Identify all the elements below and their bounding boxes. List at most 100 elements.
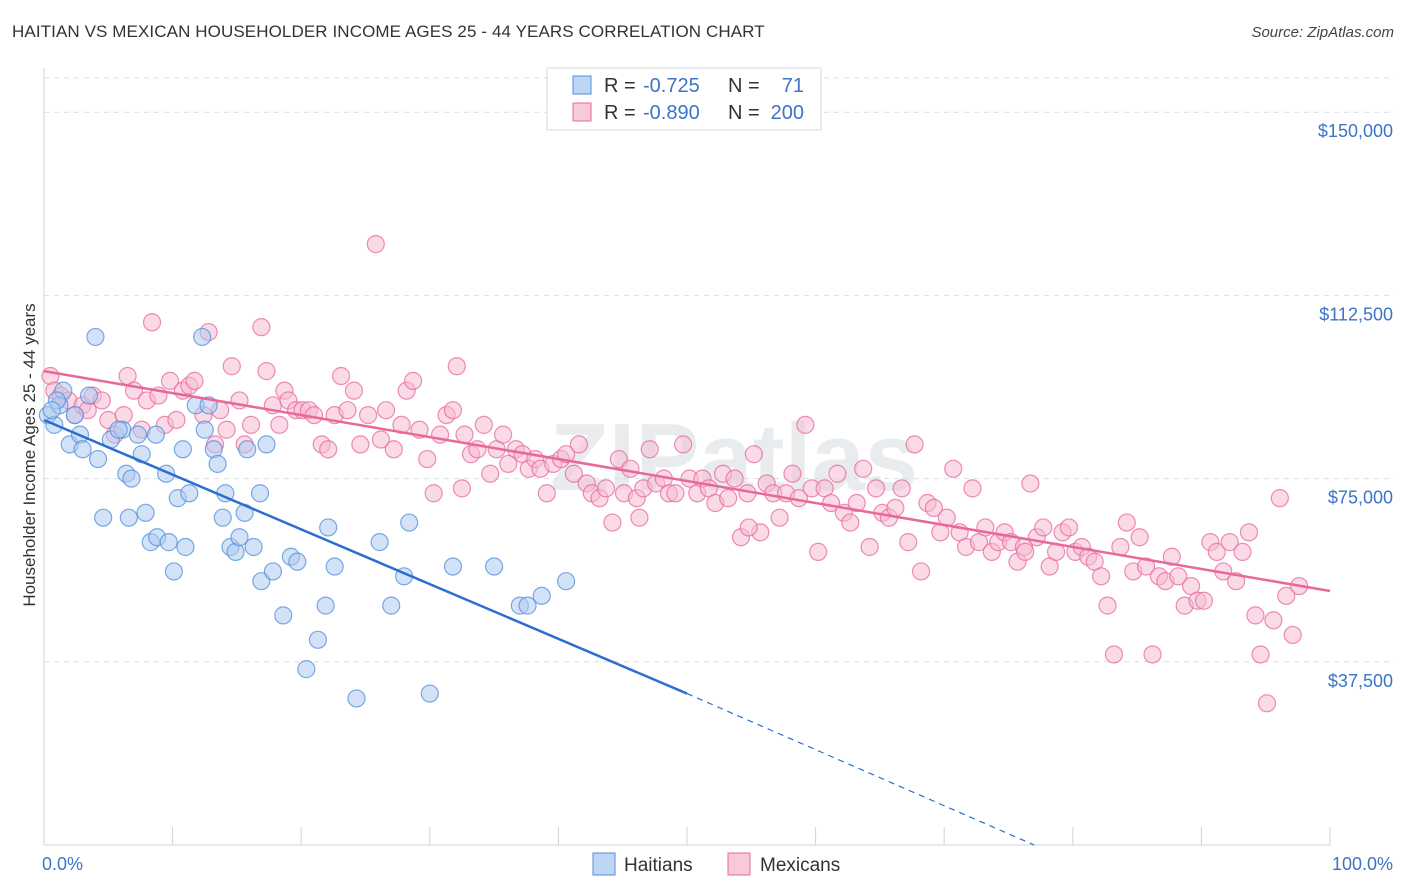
mexican-point-34 bbox=[257, 362, 276, 381]
haitian-point-7 bbox=[88, 449, 108, 469]
mexican-point-172 bbox=[1143, 645, 1162, 664]
mexican-point-52 bbox=[371, 430, 391, 449]
mexican-point-60 bbox=[424, 484, 443, 503]
mexican-point-64 bbox=[447, 357, 466, 376]
mexican-point-184 bbox=[1220, 533, 1239, 552]
haitian-point-37 bbox=[230, 528, 249, 547]
mexican-point-168 bbox=[1117, 513, 1136, 532]
mexican-point-127 bbox=[854, 459, 873, 478]
mexican-point-136 bbox=[911, 562, 931, 581]
mexican-point-50 bbox=[358, 405, 378, 425]
legend-swatch-0 bbox=[572, 75, 592, 95]
mexican-point-141 bbox=[944, 459, 963, 478]
legend-box bbox=[546, 67, 822, 131]
mexican-point-89 bbox=[609, 449, 628, 469]
mexican-point-106 bbox=[719, 489, 738, 508]
mexican-point-128 bbox=[860, 537, 879, 557]
mexican-point-123 bbox=[828, 464, 847, 483]
haitians-trend-extension bbox=[686, 693, 1035, 846]
mexican-point-190 bbox=[1257, 694, 1277, 713]
bottom-legend-swatch-0 bbox=[592, 852, 616, 876]
mexican-point-159 bbox=[1059, 518, 1079, 537]
haitian-point-12 bbox=[119, 508, 138, 527]
legend-n-value-1: 200 bbox=[771, 102, 804, 124]
haitian-point-63 bbox=[532, 586, 551, 605]
mexican-point-180 bbox=[1194, 591, 1214, 610]
haitian-point-24 bbox=[173, 440, 192, 459]
legend: R = -0.725 N = 71 R = -0.890 N = 200 bbox=[546, 67, 822, 131]
mexican-point-94 bbox=[640, 440, 659, 459]
haitian-point-70 bbox=[42, 401, 61, 420]
mexican-point-164 bbox=[1091, 567, 1111, 586]
haitian-point-8 bbox=[94, 508, 113, 527]
mexican-point-188 bbox=[1246, 606, 1265, 625]
haitian-point-58 bbox=[420, 684, 439, 703]
mexican-point-129 bbox=[866, 479, 886, 498]
haitian-point-60 bbox=[485, 557, 504, 576]
y-tick-label-2: $112,500 bbox=[1319, 304, 1393, 324]
haitian-point-28 bbox=[193, 327, 212, 347]
mexican-point-59 bbox=[418, 449, 437, 469]
mexican-point-182 bbox=[1207, 542, 1226, 561]
mexican-point-191 bbox=[1264, 611, 1283, 630]
haitian-point-51 bbox=[319, 518, 338, 537]
mexican-point-88 bbox=[603, 513, 622, 532]
y-tick-label-1: $75,000 bbox=[1328, 488, 1393, 508]
mexican-point-28 bbox=[217, 420, 236, 439]
legend-r-value-0: -0.725 bbox=[643, 75, 700, 97]
mexican-point-33 bbox=[252, 318, 271, 337]
mexican-point-132 bbox=[886, 498, 905, 518]
haitian-point-55 bbox=[382, 596, 401, 615]
mexican-point-133 bbox=[892, 479, 911, 498]
mexican-point-126 bbox=[847, 493, 866, 513]
chart-title: HAITIAN VS MEXICAN HOUSEHOLDER INCOME AG… bbox=[12, 22, 765, 41]
mexican-point-98 bbox=[666, 484, 685, 503]
mexican-point-134 bbox=[899, 533, 918, 552]
haitian-point-50 bbox=[316, 596, 335, 615]
mexican-point-57 bbox=[403, 371, 423, 390]
haitian-point-6 bbox=[79, 386, 99, 405]
mexican-point-116 bbox=[783, 464, 802, 483]
mexican-point-197 bbox=[630, 508, 649, 527]
mexican-point-82 bbox=[564, 464, 583, 483]
mexican-point-48 bbox=[344, 381, 364, 400]
mexican-point-51 bbox=[366, 235, 385, 254]
mexican-point-120 bbox=[809, 542, 828, 561]
haitian-point-26 bbox=[180, 484, 199, 503]
mexican-point-20 bbox=[167, 410, 186, 430]
haitian-point-15 bbox=[128, 425, 147, 444]
grid-lines bbox=[44, 77, 1395, 663]
mexican-point-187 bbox=[1239, 523, 1259, 542]
haitian-point-39 bbox=[238, 440, 257, 459]
bottom-legend-swatch-1 bbox=[727, 852, 751, 876]
mexican-point-155 bbox=[1034, 518, 1053, 537]
mexican-point-165 bbox=[1098, 596, 1117, 615]
mexican-point-36 bbox=[270, 415, 289, 434]
mexican-point-19 bbox=[160, 371, 180, 390]
haitian-point-32 bbox=[208, 454, 227, 474]
haitian-point-54 bbox=[370, 533, 389, 552]
mexican-point-114 bbox=[770, 508, 789, 527]
mexican-point-49 bbox=[351, 435, 370, 454]
haitians-trend-line bbox=[43, 418, 688, 695]
mexican-point-110 bbox=[744, 445, 763, 464]
mexican-point-16 bbox=[142, 313, 162, 332]
haitian-point-66 bbox=[86, 327, 105, 347]
haitian-point-22 bbox=[164, 562, 183, 581]
mexican-point-99 bbox=[674, 435, 693, 454]
mexican-point-53 bbox=[376, 401, 396, 420]
haitian-point-57 bbox=[400, 513, 419, 532]
mexican-point-29 bbox=[222, 357, 241, 376]
mexican-point-199 bbox=[1016, 542, 1035, 561]
mexican-point-194 bbox=[1283, 625, 1302, 645]
mexican-point-153 bbox=[1021, 474, 1040, 493]
haitian-point-42 bbox=[252, 572, 271, 591]
haitian-point-52 bbox=[325, 557, 344, 576]
mexican-point-91 bbox=[621, 459, 640, 478]
haitian-point-67 bbox=[109, 420, 128, 439]
mexican-point-44 bbox=[319, 440, 338, 459]
mexican-point-87 bbox=[596, 479, 616, 498]
mexican-point-83 bbox=[569, 435, 589, 454]
mexican-point-32 bbox=[241, 415, 261, 434]
haitian-point-33 bbox=[213, 508, 232, 527]
